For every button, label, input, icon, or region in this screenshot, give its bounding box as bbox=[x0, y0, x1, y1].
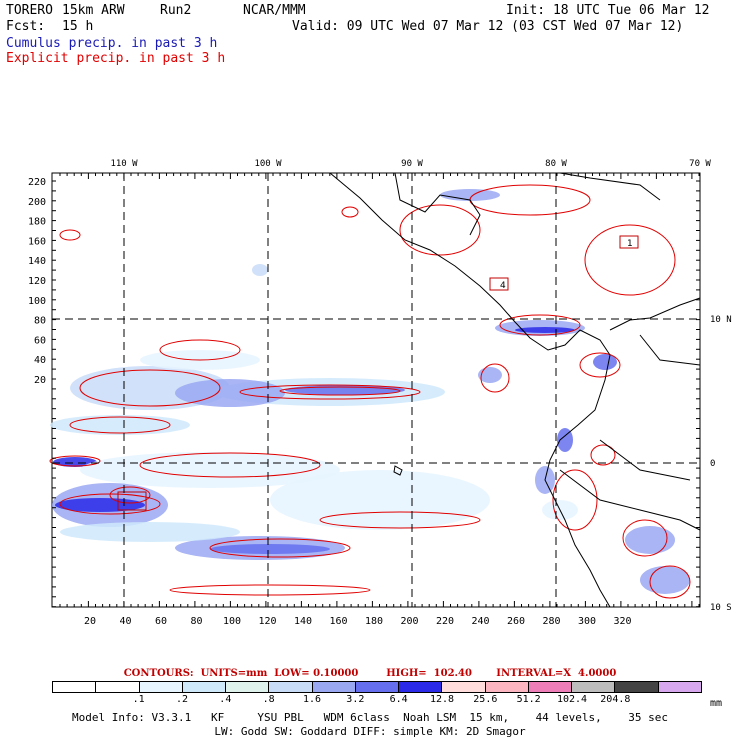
lat-label-10n: 10 N bbox=[710, 315, 732, 325]
y-tick-label: 140 bbox=[28, 256, 46, 267]
box-label-1: 1 bbox=[627, 239, 633, 249]
coastlines bbox=[329, 172, 701, 608]
x-tick-label: 220 bbox=[436, 616, 454, 627]
color-bar bbox=[52, 681, 702, 693]
lat-label-10s: 10 S bbox=[710, 603, 732, 613]
color-bar-swatch bbox=[399, 682, 443, 692]
x-tick-label: 180 bbox=[365, 616, 383, 627]
box-label-4: 4 bbox=[500, 281, 506, 291]
color-bar-swatch bbox=[485, 682, 529, 692]
y-tick-label: 120 bbox=[28, 276, 46, 287]
x-tick-label: 20 bbox=[84, 616, 96, 627]
x-tick-label: 280 bbox=[542, 616, 560, 627]
y-tick-label: 80 bbox=[34, 316, 46, 327]
y-tick-label: 180 bbox=[28, 217, 46, 228]
color-bar-label: 204.8 bbox=[600, 694, 631, 705]
init-time: Init: 18 UTC Tue 06 Mar 12 bbox=[506, 3, 710, 18]
contour-info: CONTOURS: UNITS=mm LOW= 0.10000 HIGH= 10… bbox=[123, 668, 617, 679]
lon-label-80w: 80 W bbox=[545, 159, 567, 169]
legend-explicit: Explicit precip. in past 3 h bbox=[6, 51, 226, 66]
model-info-line2: LW: Godd SW: Goddard DIFF: simple KM: 2D… bbox=[214, 725, 526, 738]
color-bar-label: 51.2 bbox=[516, 694, 541, 705]
x-tick-label: 200 bbox=[400, 616, 418, 627]
x-tick-label: 60 bbox=[155, 616, 167, 627]
color-bar-label: .1 bbox=[132, 694, 145, 705]
run-label: Run2 bbox=[160, 3, 192, 18]
color-bar-swatch bbox=[355, 682, 400, 692]
color-bar-swatch bbox=[528, 682, 573, 692]
x-tick-label: 320 bbox=[613, 616, 631, 627]
color-bar-swatch bbox=[442, 682, 486, 692]
color-bar-label: 1.6 bbox=[302, 694, 322, 705]
x-tick-label: 300 bbox=[578, 616, 596, 627]
x-tick-label: 100 bbox=[223, 616, 241, 627]
y-tick-label: 220 bbox=[28, 177, 46, 188]
color-bar-label: 12.8 bbox=[429, 694, 455, 705]
y-tick-label: 20 bbox=[34, 375, 46, 386]
y-tick-label: 160 bbox=[28, 236, 46, 247]
lon-label-90w: 90 W bbox=[401, 159, 423, 169]
lon-label-100w: 100 W bbox=[254, 159, 282, 169]
valid-time: Valid: 09 UTC Wed 07 Mar 12 (03 CST Wed … bbox=[292, 19, 684, 34]
lon-label-110w: 110 W bbox=[110, 159, 138, 169]
color-bar-label: .4 bbox=[219, 694, 232, 705]
color-bar-label: 102.4 bbox=[556, 694, 588, 705]
legend-cumulus: Cumulus precip. in past 3 h bbox=[6, 36, 218, 51]
org-label: NCAR/MMM bbox=[243, 3, 306, 18]
lat-label-eq: 0 bbox=[710, 459, 715, 469]
color-bar-swatch bbox=[53, 682, 97, 692]
color-bar-swatch bbox=[269, 682, 313, 692]
y-tick-label: 200 bbox=[28, 197, 46, 208]
color-bar-swatch bbox=[658, 682, 701, 692]
grid-label: 15km ARW bbox=[62, 3, 125, 18]
color-bar-swatch bbox=[226, 682, 270, 692]
color-bar-swatch bbox=[615, 682, 659, 692]
x-tick-label: 80 bbox=[190, 616, 202, 627]
color-bar-swatch bbox=[182, 682, 227, 692]
x-tick-label: 260 bbox=[507, 616, 525, 627]
axis-ticks bbox=[52, 173, 700, 608]
color-bar-label: .8 bbox=[262, 694, 275, 705]
x-tick-label: 160 bbox=[329, 616, 347, 627]
color-bar-label: 25.6 bbox=[473, 694, 498, 705]
color-bar-unit: mm bbox=[710, 698, 723, 709]
color-bar-swatch bbox=[139, 682, 183, 692]
model-info-line1: Model Info: V3.3.1 KF YSU PBL WDM 6class… bbox=[71, 711, 669, 724]
y-tick-label: 60 bbox=[34, 335, 46, 346]
color-bar-swatch bbox=[312, 682, 356, 692]
model-name: TORERO bbox=[6, 3, 53, 18]
explicit-precip-contours bbox=[49, 184, 691, 599]
color-bar-swatch bbox=[96, 682, 140, 692]
region-boxes bbox=[117, 235, 639, 511]
y-tick-label: 40 bbox=[34, 355, 46, 366]
x-tick-label: 140 bbox=[294, 616, 312, 627]
forecast-hour: 15 h bbox=[62, 19, 94, 34]
graticule bbox=[52, 173, 700, 607]
x-tick-label: 40 bbox=[119, 616, 131, 627]
color-bar-label: 6.4 bbox=[389, 694, 408, 705]
forecast-label: Fcst: bbox=[6, 19, 46, 34]
color-bar-label: .2 bbox=[175, 694, 189, 705]
x-tick-label: 120 bbox=[258, 616, 276, 627]
x-tick-label: 240 bbox=[471, 616, 489, 627]
y-tick-label: 100 bbox=[28, 296, 46, 307]
color-bar-label: 3.2 bbox=[346, 694, 365, 705]
lon-label-70w: 70 W bbox=[689, 159, 711, 169]
color-bar-swatch bbox=[572, 682, 616, 692]
